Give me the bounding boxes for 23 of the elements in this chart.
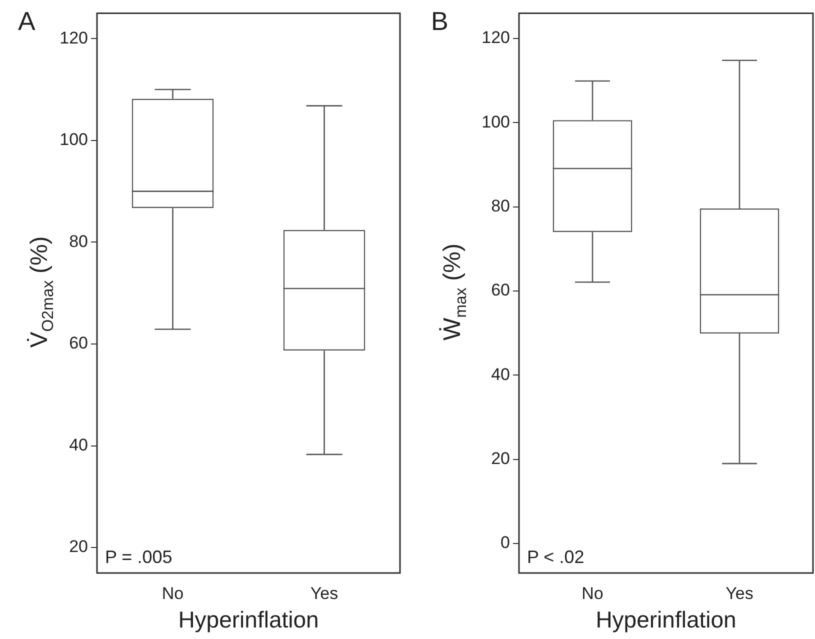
annotation: P < .02	[527, 546, 584, 567]
y-tick-label: 0	[500, 533, 510, 552]
y-tick-label: 60	[69, 334, 88, 353]
chart-title: B	[431, 6, 448, 36]
x-axis-title: Hyperinflation	[178, 606, 319, 633]
y-tick-label: 20	[69, 537, 88, 556]
annotation: P = .005	[105, 546, 172, 567]
y-tick-label: 40	[491, 364, 510, 384]
y-tick-label: 60	[491, 280, 510, 300]
y-tick-label: 100	[482, 112, 510, 132]
y-tick-label: 20	[491, 449, 510, 468]
x-tick-label: No	[582, 584, 604, 603]
y-tick-label: 100	[60, 130, 88, 150]
y-tick-label: 80	[69, 232, 88, 251]
chart-title: A	[18, 6, 36, 36]
y-tick-label: 120	[60, 28, 88, 48]
y-tick-label: 40	[69, 435, 88, 454]
y-tick-label: 120	[482, 28, 510, 48]
x-tick-label: Yes	[310, 584, 338, 603]
x-tick-label: Yes	[726, 584, 754, 603]
x-axis-title: Hyperinflation	[596, 606, 736, 633]
x-tick-label: No	[162, 584, 184, 603]
y-tick-label: 80	[491, 196, 510, 216]
